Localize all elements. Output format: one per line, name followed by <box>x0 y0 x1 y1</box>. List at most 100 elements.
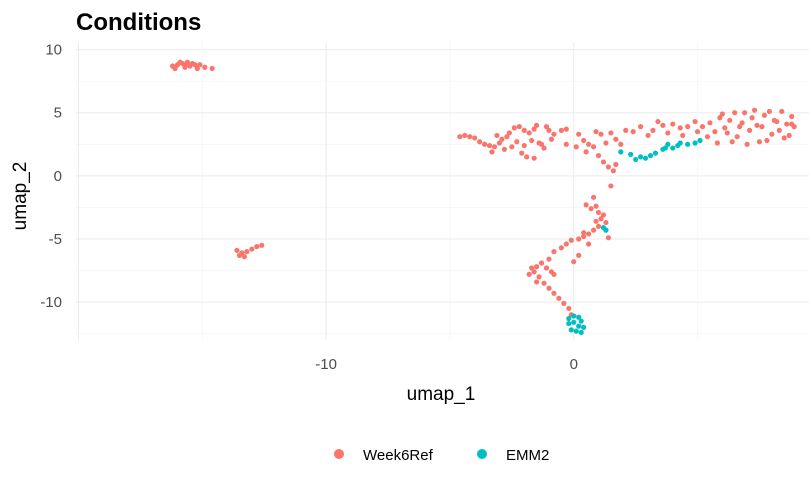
point-week6ref <box>727 117 733 123</box>
point-week6ref <box>786 132 792 139</box>
point-week6ref <box>685 124 691 130</box>
point-week6ref <box>704 134 711 140</box>
point-week6ref <box>531 155 537 161</box>
point-emm2 <box>576 323 582 329</box>
point-week6ref <box>789 121 795 127</box>
point-week6ref <box>573 144 579 150</box>
point-week6ref <box>489 149 495 155</box>
point-week6ref <box>724 130 730 136</box>
point-week6ref <box>486 142 493 149</box>
point-week6ref <box>543 265 550 271</box>
point-week6ref <box>182 62 188 68</box>
point-week6ref <box>566 305 572 312</box>
point-emm2 <box>685 141 691 147</box>
point-week6ref <box>551 249 557 255</box>
point-week6ref <box>546 285 552 291</box>
point-week6ref <box>467 134 473 140</box>
point-week6ref <box>568 237 574 243</box>
point-week6ref <box>754 122 760 128</box>
point-week6ref <box>623 127 629 133</box>
y-tick-label: 10 <box>45 42 62 59</box>
point-week6ref <box>583 149 589 155</box>
point-week6ref <box>605 164 612 170</box>
point-week6ref <box>538 141 545 147</box>
point-week6ref <box>541 145 547 151</box>
point-week6ref <box>526 130 532 136</box>
point-emm2 <box>566 320 572 327</box>
point-emm2 <box>675 142 681 149</box>
point-week6ref <box>744 141 750 147</box>
point-week6ref <box>781 135 787 141</box>
point-week6ref <box>638 124 644 130</box>
point-week6ref <box>529 265 535 271</box>
legend-label-emm2: EMM2 <box>506 447 549 464</box>
point-week6ref <box>541 280 547 286</box>
point-week6ref <box>586 231 592 237</box>
point-week6ref <box>172 65 178 72</box>
point-week6ref <box>506 130 512 136</box>
point-week6ref <box>756 139 763 145</box>
point-week6ref <box>209 65 215 72</box>
point-emm2 <box>573 328 579 334</box>
point-week6ref <box>665 130 671 136</box>
point-week6ref <box>603 219 609 226</box>
point-week6ref <box>764 137 770 144</box>
point-week6ref <box>586 141 592 147</box>
legend-marker-emm2 <box>477 449 487 459</box>
point-week6ref <box>548 136 555 142</box>
point-week6ref <box>581 137 587 144</box>
point-week6ref <box>712 129 718 135</box>
point-emm2 <box>578 329 584 336</box>
point-week6ref <box>692 118 698 125</box>
point-emm2 <box>618 149 624 155</box>
point-week6ref <box>593 218 599 224</box>
point-week6ref <box>608 130 614 136</box>
point-week6ref <box>524 154 530 160</box>
point-week6ref <box>613 161 619 168</box>
point-emm2 <box>665 141 671 147</box>
point-week6ref <box>526 271 532 277</box>
point-week6ref <box>529 137 535 144</box>
y-tick-label: -5 <box>49 231 62 248</box>
point-week6ref <box>595 223 602 229</box>
point-week6ref <box>605 235 612 241</box>
point-week6ref <box>571 259 577 265</box>
point-week6ref <box>595 153 602 159</box>
x-tick-label: 0 <box>570 356 578 373</box>
point-emm2 <box>603 227 609 233</box>
point-emm2 <box>692 140 698 146</box>
point-week6ref <box>534 279 540 285</box>
point-week6ref <box>546 256 552 262</box>
point-week6ref <box>462 132 468 139</box>
point-emm2 <box>576 314 582 320</box>
y-tick-labels: 10 5 0 -5 -10 <box>40 42 62 312</box>
x-tick-labels: -10 0 <box>315 356 578 373</box>
x-tick-label: -10 <box>315 356 337 373</box>
point-week6ref <box>519 150 525 156</box>
point-week6ref <box>749 115 755 121</box>
point-week6ref <box>734 134 740 140</box>
point-week6ref <box>732 110 738 116</box>
point-week6ref <box>694 129 701 135</box>
point-week6ref <box>613 136 619 142</box>
point-week6ref <box>759 124 765 130</box>
point-week6ref <box>714 140 720 146</box>
point-emm2 <box>571 319 577 325</box>
point-week6ref <box>586 241 592 247</box>
point-week6ref <box>776 127 782 133</box>
grid-lines <box>76 42 809 340</box>
point-week6ref <box>538 260 545 266</box>
point-week6ref <box>588 206 594 212</box>
point-emm2 <box>566 315 572 322</box>
point-week6ref <box>583 202 589 208</box>
point-week6ref <box>742 110 748 116</box>
point-week6ref <box>739 120 745 126</box>
point-week6ref <box>645 132 651 139</box>
point-emm2 <box>568 327 574 333</box>
point-week6ref <box>516 124 522 130</box>
point-week6ref <box>239 250 245 256</box>
legend-marker-week6ref <box>334 449 344 459</box>
point-week6ref <box>590 227 597 233</box>
point-week6ref <box>655 118 661 125</box>
point-week6ref <box>551 271 557 277</box>
